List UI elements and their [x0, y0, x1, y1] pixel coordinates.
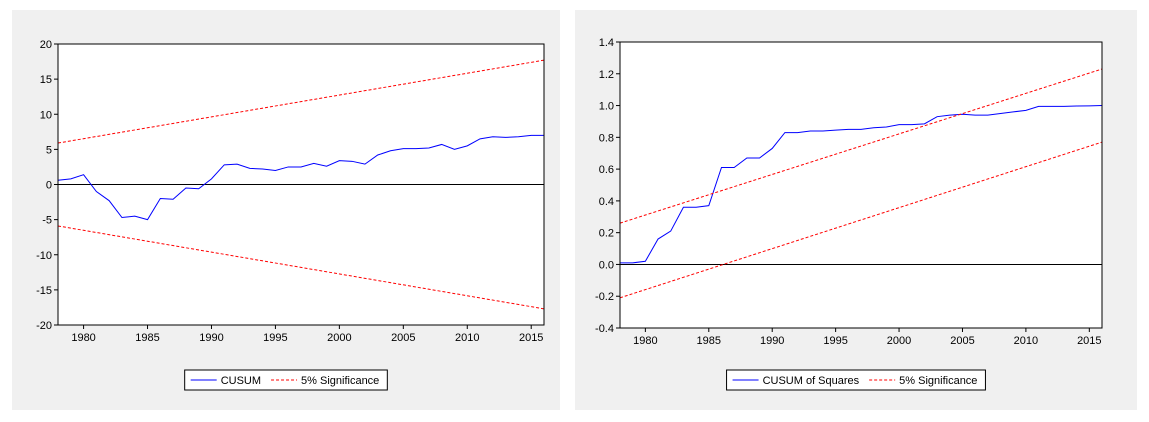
x-tick-label: 2005 [950, 335, 974, 347]
y-tick-label: -15 [36, 285, 52, 297]
plot-area [620, 42, 1102, 328]
x-tick-label: 1985 [697, 335, 721, 347]
legend-box [726, 369, 986, 391]
series-line [57, 59, 545, 144]
x-tick-label: 1990 [199, 332, 223, 344]
x-tick-label: 2000 [887, 335, 911, 347]
legend: CUSUM of Squares 5% Significance [726, 369, 986, 391]
legend-label: CUSUM of Squares [763, 375, 860, 387]
x-tick-label: 2000 [327, 332, 351, 344]
plot-frame [57, 43, 545, 326]
y-tick-label: 20 [40, 39, 52, 51]
y-tick-label: 1.2 [599, 69, 614, 81]
legend-label: CUSUM [221, 375, 261, 387]
x-tick-label: 1980 [633, 335, 657, 347]
series-line [57, 134, 544, 221]
y-tick-label: 0.8 [599, 132, 614, 144]
y-tick-label: 0.2 [599, 228, 614, 240]
series-line [57, 225, 545, 310]
y-tick-label: 0 [46, 180, 52, 192]
series-line [619, 68, 1103, 224]
series-line [619, 141, 1103, 299]
y-tick-label: 10 [40, 109, 52, 121]
y-tick-label: -0.4 [595, 323, 614, 335]
x-tick-label: 1980 [71, 332, 95, 344]
y-tick-label: 1.4 [599, 37, 614, 49]
y-tick-label: -20 [36, 320, 52, 332]
x-tick-label: 2015 [1077, 335, 1101, 347]
legend-label: 5% Significance [301, 375, 379, 387]
y-tick-label: 0.4 [599, 196, 614, 208]
x-tick-label: 1985 [135, 332, 159, 344]
y-tick-label: -5 [42, 215, 52, 227]
x-tick-label: 2010 [1014, 335, 1038, 347]
y-tick-label: -0.2 [595, 291, 614, 303]
x-tick-label: 2005 [391, 332, 415, 344]
x-tick-label: 1995 [263, 332, 287, 344]
y-tick-label: 15 [40, 74, 52, 86]
y-tick-label: 1.0 [599, 101, 614, 113]
legend: CUSUM 5% Significance [184, 369, 388, 391]
legend-label: 5% Significance [899, 375, 977, 387]
y-tick-label: 5 [46, 144, 52, 156]
x-tick-label: 2015 [519, 332, 543, 344]
x-tick-label: 1995 [823, 335, 847, 347]
plot-frame [619, 41, 1103, 329]
x-tick-label: 1990 [760, 335, 784, 347]
y-tick-label: -10 [36, 250, 52, 262]
y-tick-label: 0.6 [599, 164, 614, 176]
y-tick-label: 0.0 [599, 259, 614, 271]
legend-box [184, 369, 388, 391]
series-line [620, 105, 1103, 264]
x-tick-label: 2010 [455, 332, 479, 344]
